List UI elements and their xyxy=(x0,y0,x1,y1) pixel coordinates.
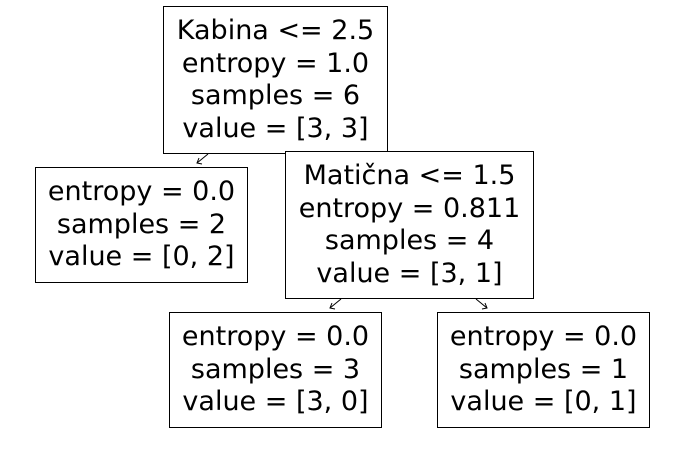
node-entropy: entropy = 0.0 xyxy=(47,176,236,208)
node-value: value = [0, 1] xyxy=(450,386,637,418)
node-entropy: entropy = 1.0 xyxy=(181,47,370,79)
node-value: value = [0, 2] xyxy=(48,241,235,273)
node-value: value = [3, 3] xyxy=(182,112,369,144)
tree-node-right-right-leaf: entropy = 0.0 samples = 1 value = [0, 1] xyxy=(437,312,650,428)
node-entropy: entropy = 0.811 xyxy=(298,192,521,224)
node-value: value = [3, 1] xyxy=(316,257,503,289)
tree-node-left-leaf: entropy = 0.0 samples = 2 value = [0, 2] xyxy=(35,167,248,283)
node-samples: samples = 6 xyxy=(190,80,361,111)
edge-root-to-left-leaf xyxy=(196,153,209,165)
node-samples: samples = 2 xyxy=(56,208,227,240)
node-entropy: entropy = 0.0 xyxy=(449,321,638,353)
node-samples: samples = 3 xyxy=(190,353,361,385)
node-split-label: Kabina <= 2.5 xyxy=(176,15,375,46)
edge-right-split-to-right-right-leaf xyxy=(475,298,488,310)
tree-node-root: Kabina <= 2.5 entropy = 1.0 samples = 6 … xyxy=(163,6,388,154)
node-entropy: entropy = 0.0 xyxy=(181,321,370,353)
node-value: value = [3, 0] xyxy=(182,386,369,418)
tree-node-right-left-leaf: entropy = 0.0 samples = 3 value = [3, 0] xyxy=(169,312,382,428)
node-split-label: Matična <= 1.5 xyxy=(303,160,516,191)
tree-node-right-split: Matična <= 1.5 entropy = 0.811 samples =… xyxy=(285,151,534,299)
node-samples: samples = 4 xyxy=(324,225,495,256)
edge-right-split-to-right-left-leaf xyxy=(329,298,342,310)
node-samples: samples = 1 xyxy=(458,353,629,385)
